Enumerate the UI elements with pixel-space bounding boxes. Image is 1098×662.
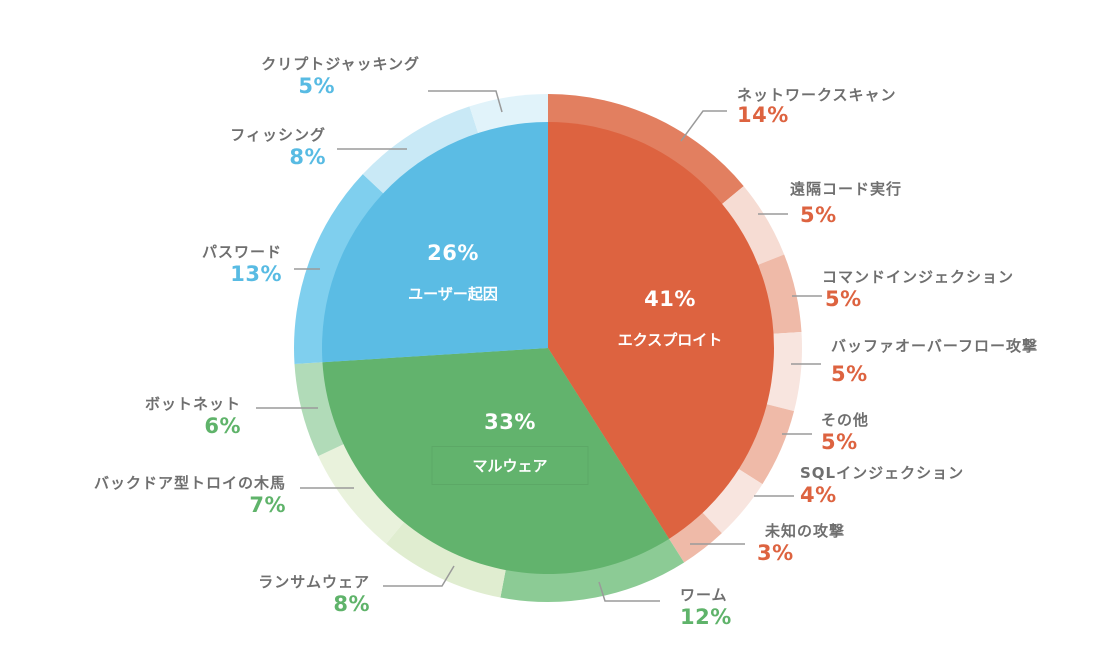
inner-label-exploit: 41% エクスプロイト (618, 287, 723, 350)
inner-label-user: 26% ユーザー起因 (408, 241, 498, 304)
inner-pct-exploit: 41% (644, 287, 696, 311)
label-sql-injection: SQLインジェクション 4% (800, 466, 964, 506)
label-network-scan: ネットワークスキャン 14% (737, 88, 897, 126)
label-phishing: フィッシング 8% (230, 128, 326, 168)
label-pct: 7% (249, 493, 286, 517)
leader-line-netscan (680, 110, 727, 142)
inner-pie (322, 122, 774, 574)
inner-pct-user: 26% (427, 241, 479, 265)
label-pct: 5% (298, 74, 335, 98)
inner-name-malware: マルウェア (431, 446, 589, 485)
label-pct: 14% (737, 103, 789, 127)
label-name: クリプトジャッキング (261, 55, 420, 73)
label-name: コマンドインジェクション (822, 268, 1015, 286)
label-pct: 5% (800, 203, 837, 227)
label-name: フィッシング (230, 126, 326, 144)
label-pct: 5% (825, 287, 862, 311)
label-rce: 遠隔コード実行 5% (790, 182, 902, 226)
label-name: 遠隔コード実行 (790, 180, 903, 198)
label-pct: 8% (333, 592, 370, 616)
label-name: バックドア型トロイの木馬 (93, 474, 286, 492)
label-name: ワーム (680, 586, 728, 604)
label-pct: 6% (204, 414, 241, 438)
label-name: ランサムウェア (258, 573, 370, 591)
label-name: パスワード (201, 243, 282, 261)
label-pct: 12% (680, 605, 732, 629)
label-pct: 3% (757, 541, 794, 565)
label-name: SQLインジェクション (800, 464, 965, 482)
label-botnet: ボットネット 6% (145, 397, 241, 437)
label-pct: 4% (800, 483, 837, 507)
label-name: ボットネット (144, 395, 241, 413)
label-cryptojacking: クリプトジャッキング 5% (261, 57, 420, 97)
label-buffer-overflow: バッファオーバーフロー攻撃 5% (831, 339, 1038, 385)
label-name: 未知の攻撃 (765, 522, 846, 540)
label-name: その他 (821, 411, 870, 429)
label-worm: ワーム 12% (680, 588, 732, 628)
inner-slice-0 (548, 122, 774, 539)
label-cmd-injection: コマンドインジェクション 5% (822, 270, 1014, 310)
label-ransomware: ランサムウェア 8% (258, 575, 370, 615)
label-pct: 8% (289, 145, 326, 169)
inner-slice-1 (322, 348, 670, 574)
inner-label-malware: 33% マルウェア (431, 410, 589, 485)
leader-line-worm (598, 581, 660, 602)
label-pct: 5% (831, 362, 868, 386)
inner-name-user: ユーザー起因 (408, 285, 498, 303)
inner-name-exploit: エクスプロイト (617, 331, 723, 349)
label-backdoor: バックドア型トロイの木馬 7% (94, 476, 286, 516)
label-password: パスワード 13% (202, 245, 282, 285)
label-name: ネットワークスキャン (737, 86, 897, 104)
label-pct: 5% (821, 430, 858, 454)
leader-lines (256, 90, 822, 602)
inner-pct-malware: 33% (484, 410, 536, 434)
label-pct: 13% (230, 262, 282, 286)
leader-line-ransomware (383, 565, 455, 587)
label-name: バッファオーバーフロー攻撃 (831, 337, 1038, 355)
inner-slice-2 (322, 122, 548, 363)
leader-line-cryptojacking (428, 90, 503, 113)
label-unknown: 未知の攻撃 3% (757, 522, 846, 564)
label-other: その他 5% (821, 413, 869, 453)
